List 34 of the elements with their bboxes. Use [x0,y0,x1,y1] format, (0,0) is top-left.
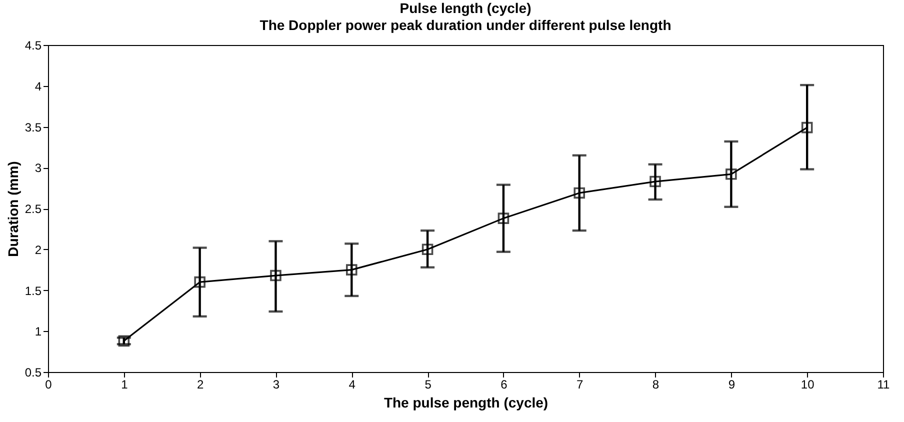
point [726,168,737,180]
point [346,264,358,276]
chart-title: Pulse length (cycle) [400,0,532,16]
x-tick-label: 4 [348,378,356,392]
y-tick-label: 2.5 [24,202,42,216]
x-tick-label: 6 [500,378,508,392]
x-tick-label: 2 [196,378,204,392]
y-axis-title: Duration (mm) [4,161,21,257]
y-tick-label: 3.5 [24,120,42,134]
point [422,244,434,256]
y-tick-label: 1.5 [24,284,42,298]
x-tick-label: 7 [576,378,584,392]
x-tick-label: 5 [424,378,432,392]
y-tick-label: 4 [34,79,42,94]
point [270,270,282,282]
point [801,122,813,134]
x-tick-label: 0 [45,378,52,392]
point [650,176,661,188]
x-tick-label: 10 [800,378,815,392]
y-tick-label: 2 [34,242,42,257]
x-tick-label: 9 [728,378,736,392]
x-tick-label: 3 [272,378,280,392]
x-axis-title: The pulse pength (cycle) [384,394,548,410]
x-tick-label: 11 [877,378,890,392]
x-tick-label: 1 [121,378,128,392]
y-tick-label: 0.5 [24,366,42,380]
point [574,187,586,199]
chart-subtitle: The Doppler power peak duration under different pulse length [260,17,672,33]
point [498,212,510,224]
y-tick-label: 3 [34,161,42,176]
point [194,276,206,288]
y-tick-label: 4.5 [24,38,42,52]
x-tick-label: 8 [652,378,660,392]
y-tick-label: 1 [34,324,42,339]
